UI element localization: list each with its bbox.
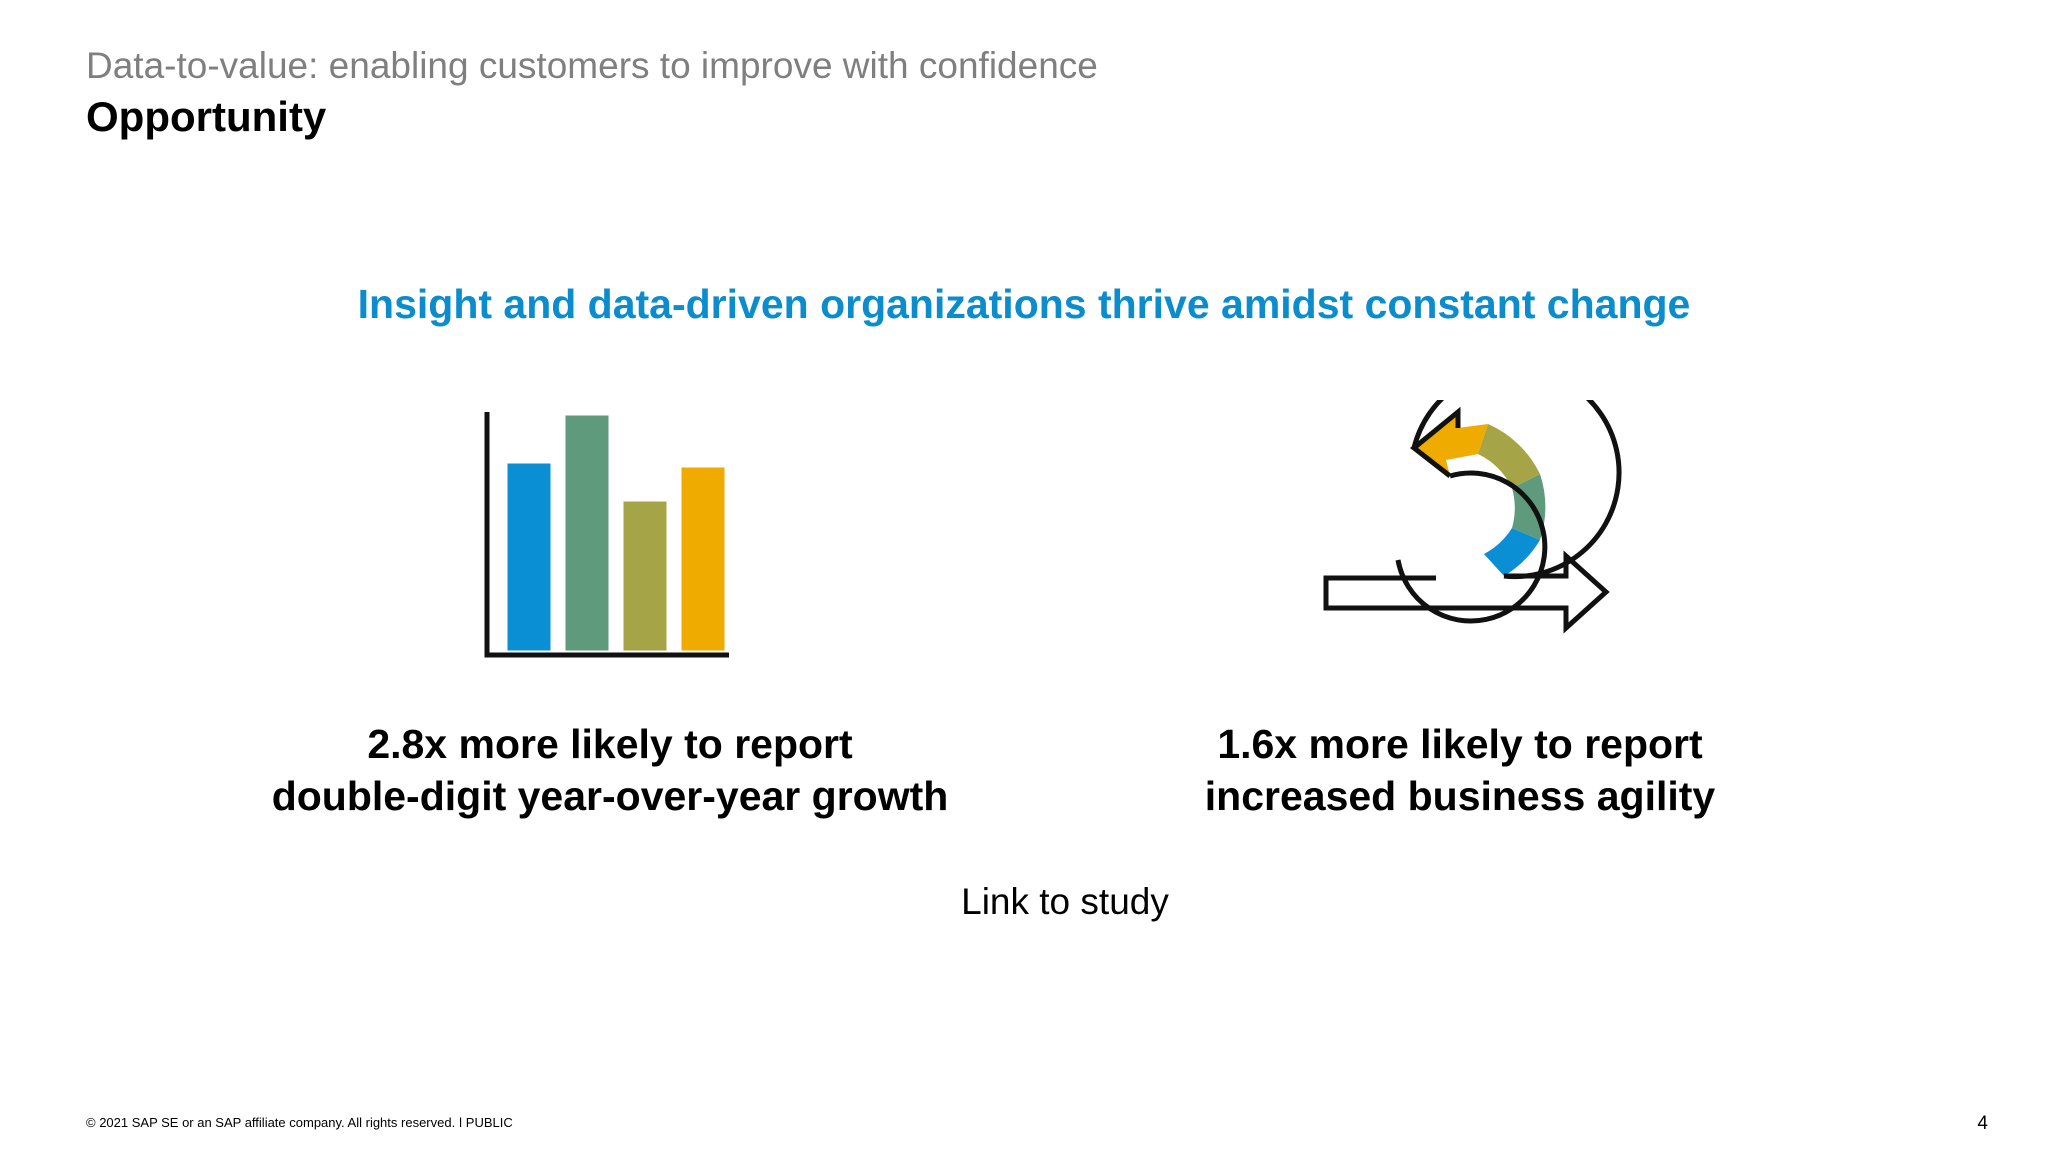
study-link-row: Link to study: [0, 880, 2048, 924]
slide-supertitle: Data-to-value: enabling customers to imp…: [86, 45, 1098, 86]
bar-chart-icon: [484, 412, 729, 658]
bar-chart-icon-bar-2: [562, 412, 612, 654]
stat-growth: 2.8x more likely to report double-digit …: [210, 718, 1010, 822]
cycle-arc-blue: [1484, 528, 1540, 576]
slide-title: Opportunity: [86, 93, 327, 140]
copyright-footer: © 2021 SAP SE or an SAP affiliate compan…: [86, 1115, 513, 1130]
cycle-arrowhead-outline: [1409, 406, 1461, 478]
link-to-study[interactable]: Link to study: [961, 881, 1169, 922]
bar-chart-icon-axes: [484, 412, 729, 658]
page-number: 4: [1977, 1113, 1988, 1134]
bar-chart-icon-bar-4: [678, 464, 728, 654]
cycle-outer-outline: [1411, 400, 1622, 580]
stat-agility-line1: 1.6x more likely to report: [1217, 721, 1703, 767]
stat-growth-line1: 2.8x more likely to report: [367, 721, 853, 767]
forward-arrow-outline: [1323, 550, 1610, 634]
bar-chart-icon-bar-1: [504, 460, 554, 654]
stat-agility-line2: increased business agility: [1204, 773, 1716, 819]
stat-growth-line2: double-digit year-over-year growth: [271, 773, 949, 819]
slide-headline: Insight and data-driven organizations th…: [357, 281, 1691, 327]
stat-agility: 1.6x more likely to report increased bus…: [1060, 718, 1860, 822]
cycle-arc-olive: [1478, 424, 1540, 488]
agile-cycle-icon: [1323, 400, 1622, 634]
bar-chart-icon-bar-3: [620, 498, 670, 654]
